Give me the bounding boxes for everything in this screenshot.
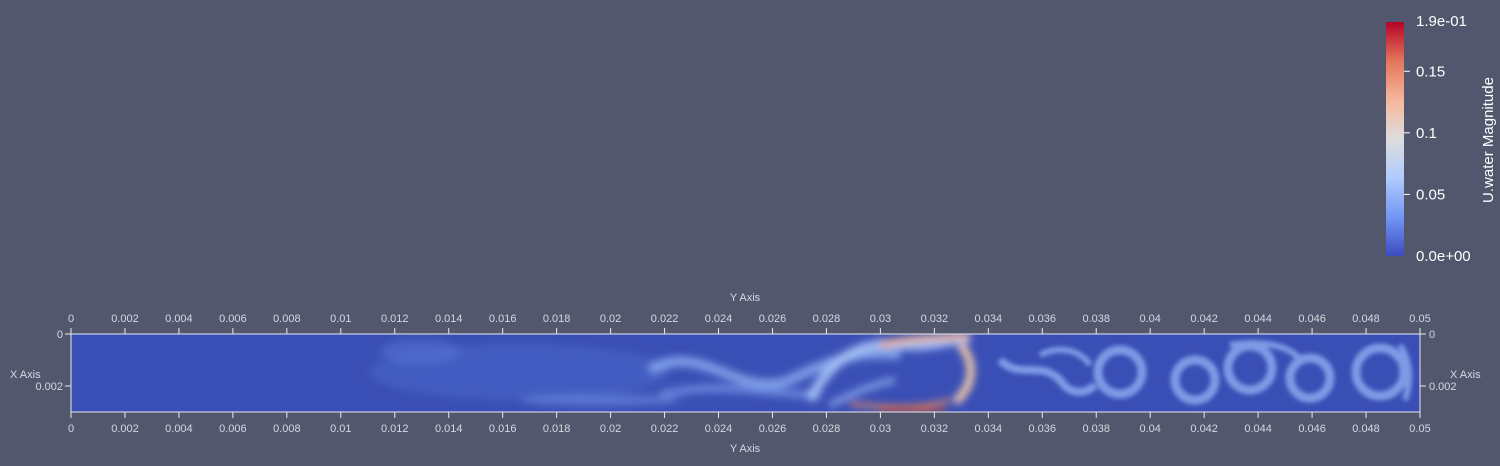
colorbar-tick-label: 0.15	[1416, 63, 1445, 80]
top-axis-tick-label: 0.026	[759, 313, 787, 325]
top-axis-tick-label: 0.014	[435, 313, 463, 325]
bottom-axis-tick-label: 0.012	[381, 423, 409, 435]
bottom-axis-tick-label: 0.028	[813, 423, 841, 435]
bottom-axis-tick-label: 0.046	[1298, 423, 1326, 435]
bottom-axis-tick-label: 0.02	[600, 423, 621, 435]
right-axis-tick-label: 0.002	[1429, 381, 1457, 393]
top-axis-tick-label: 0.018	[543, 313, 571, 325]
bottom-axis-tick-label: 0.004	[165, 423, 193, 435]
colorbar-gradient-bar	[1386, 22, 1404, 256]
top-axis-tick-label: 0.002	[111, 313, 139, 325]
top-axis-tick-label: 0	[68, 313, 74, 325]
colorbar-tick-label: 0.1	[1416, 125, 1437, 142]
top-axis-title: Y Axis	[730, 292, 761, 304]
top-axis-tick-label: 0.038	[1082, 313, 1110, 325]
top-axis-tick-label: 0.05	[1409, 313, 1430, 325]
top-axis-tick-label: 0.04	[1139, 313, 1160, 325]
top-axis-ticks: 0 0.002 0.004 0.006 0.008 0.01 0.012 0.014 0.016…	[68, 313, 1431, 334]
left-axis-tick-label: 0	[57, 329, 63, 341]
bottom-axis-tick-label: 0	[68, 423, 74, 435]
bottom-axis-tick-label: 0.018	[543, 423, 571, 435]
bottom-axis-tick-label: 0.042	[1190, 423, 1218, 435]
colorbar-max-label: 1.9e-01	[1416, 13, 1467, 30]
scalar-colorbar: 0.15 0.1 0.05 1.9e-01 0.0e+00 U.water Magn…	[1386, 13, 1497, 265]
bottom-axis-tick-label: 0.026	[759, 423, 787, 435]
bottom-axis-tick-label: 0.048	[1352, 423, 1380, 435]
top-axis-tick-label: 0.028	[813, 313, 841, 325]
bottom-axis-tick-label: 0.014	[435, 423, 463, 435]
top-axis-tick-label: 0.008	[273, 313, 301, 325]
bottom-axis-tick-label: 0.034	[975, 423, 1003, 435]
bottom-axis-tick-label: 0.04	[1139, 423, 1160, 435]
colorbar-ticks: 0.15 0.1 0.05	[1404, 63, 1445, 203]
colorbar-min-label: 0.0e+00	[1416, 248, 1471, 265]
bottom-axis-title: Y Axis	[730, 443, 761, 455]
bottom-axis-tick-label: 0.03	[870, 423, 891, 435]
bottom-axis-tick-label: 0.01	[330, 423, 351, 435]
bottom-axis-ticks: 0 0.002 0.004 0.006 0.008 0.01 0.012 0.014 0.016…	[68, 412, 1431, 435]
bottom-axis-tick-label: 0.024	[705, 423, 733, 435]
top-axis-tick-label: 0.046	[1298, 313, 1326, 325]
velocity-field-render	[71, 334, 1420, 412]
right-axis-title: X Axis	[1450, 369, 1481, 381]
top-axis-tick-label: 0.004	[165, 313, 193, 325]
bottom-axis-tick-label: 0.032	[921, 423, 949, 435]
top-axis-tick-label: 0.034	[975, 313, 1003, 325]
top-axis-tick-label: 0.042	[1190, 313, 1218, 325]
top-axis-tick-label: 0.048	[1352, 313, 1380, 325]
left-axis-tick-label: 0.002	[35, 381, 63, 393]
bottom-axis-tick-label: 0.038	[1082, 423, 1110, 435]
bottom-axis-tick-label: 0.05	[1409, 423, 1430, 435]
top-axis-tick-label: 0.016	[489, 313, 517, 325]
left-axis-title: X Axis	[10, 369, 41, 381]
top-axis-tick-label: 0.03	[870, 313, 891, 325]
cube-axes	[70, 333, 1421, 413]
bottom-axis-tick-label: 0.036	[1029, 423, 1057, 435]
top-axis-tick-label: 0.022	[651, 313, 679, 325]
side-axis-ticks: 0 0 0.002 0.002	[35, 329, 1456, 393]
colorbar-title: U.water Magnitude	[1480, 77, 1497, 203]
bottom-axis-tick-label: 0.002	[111, 423, 139, 435]
top-axis-tick-label: 0.044	[1244, 313, 1272, 325]
top-axis-tick-label: 0.01	[330, 313, 351, 325]
bottom-axis-tick-label: 0.006	[219, 423, 247, 435]
colorbar-tick-label: 0.05	[1416, 186, 1445, 203]
bottom-axis-tick-label: 0.044	[1244, 423, 1272, 435]
top-axis-tick-label: 0.036	[1029, 313, 1057, 325]
top-axis-tick-label: 0.02	[600, 313, 621, 325]
right-axis-tick-label: 0	[1429, 329, 1435, 341]
bottom-axis-tick-label: 0.016	[489, 423, 517, 435]
bottom-axis-tick-label: 0.008	[273, 423, 301, 435]
top-axis-tick-label: 0.006	[219, 313, 247, 325]
top-axis-tick-label: 0.012	[381, 313, 409, 325]
bottom-axis-tick-label: 0.022	[651, 423, 679, 435]
top-axis-tick-label: 0.024	[705, 313, 733, 325]
top-axis-tick-label: 0.032	[921, 313, 949, 325]
